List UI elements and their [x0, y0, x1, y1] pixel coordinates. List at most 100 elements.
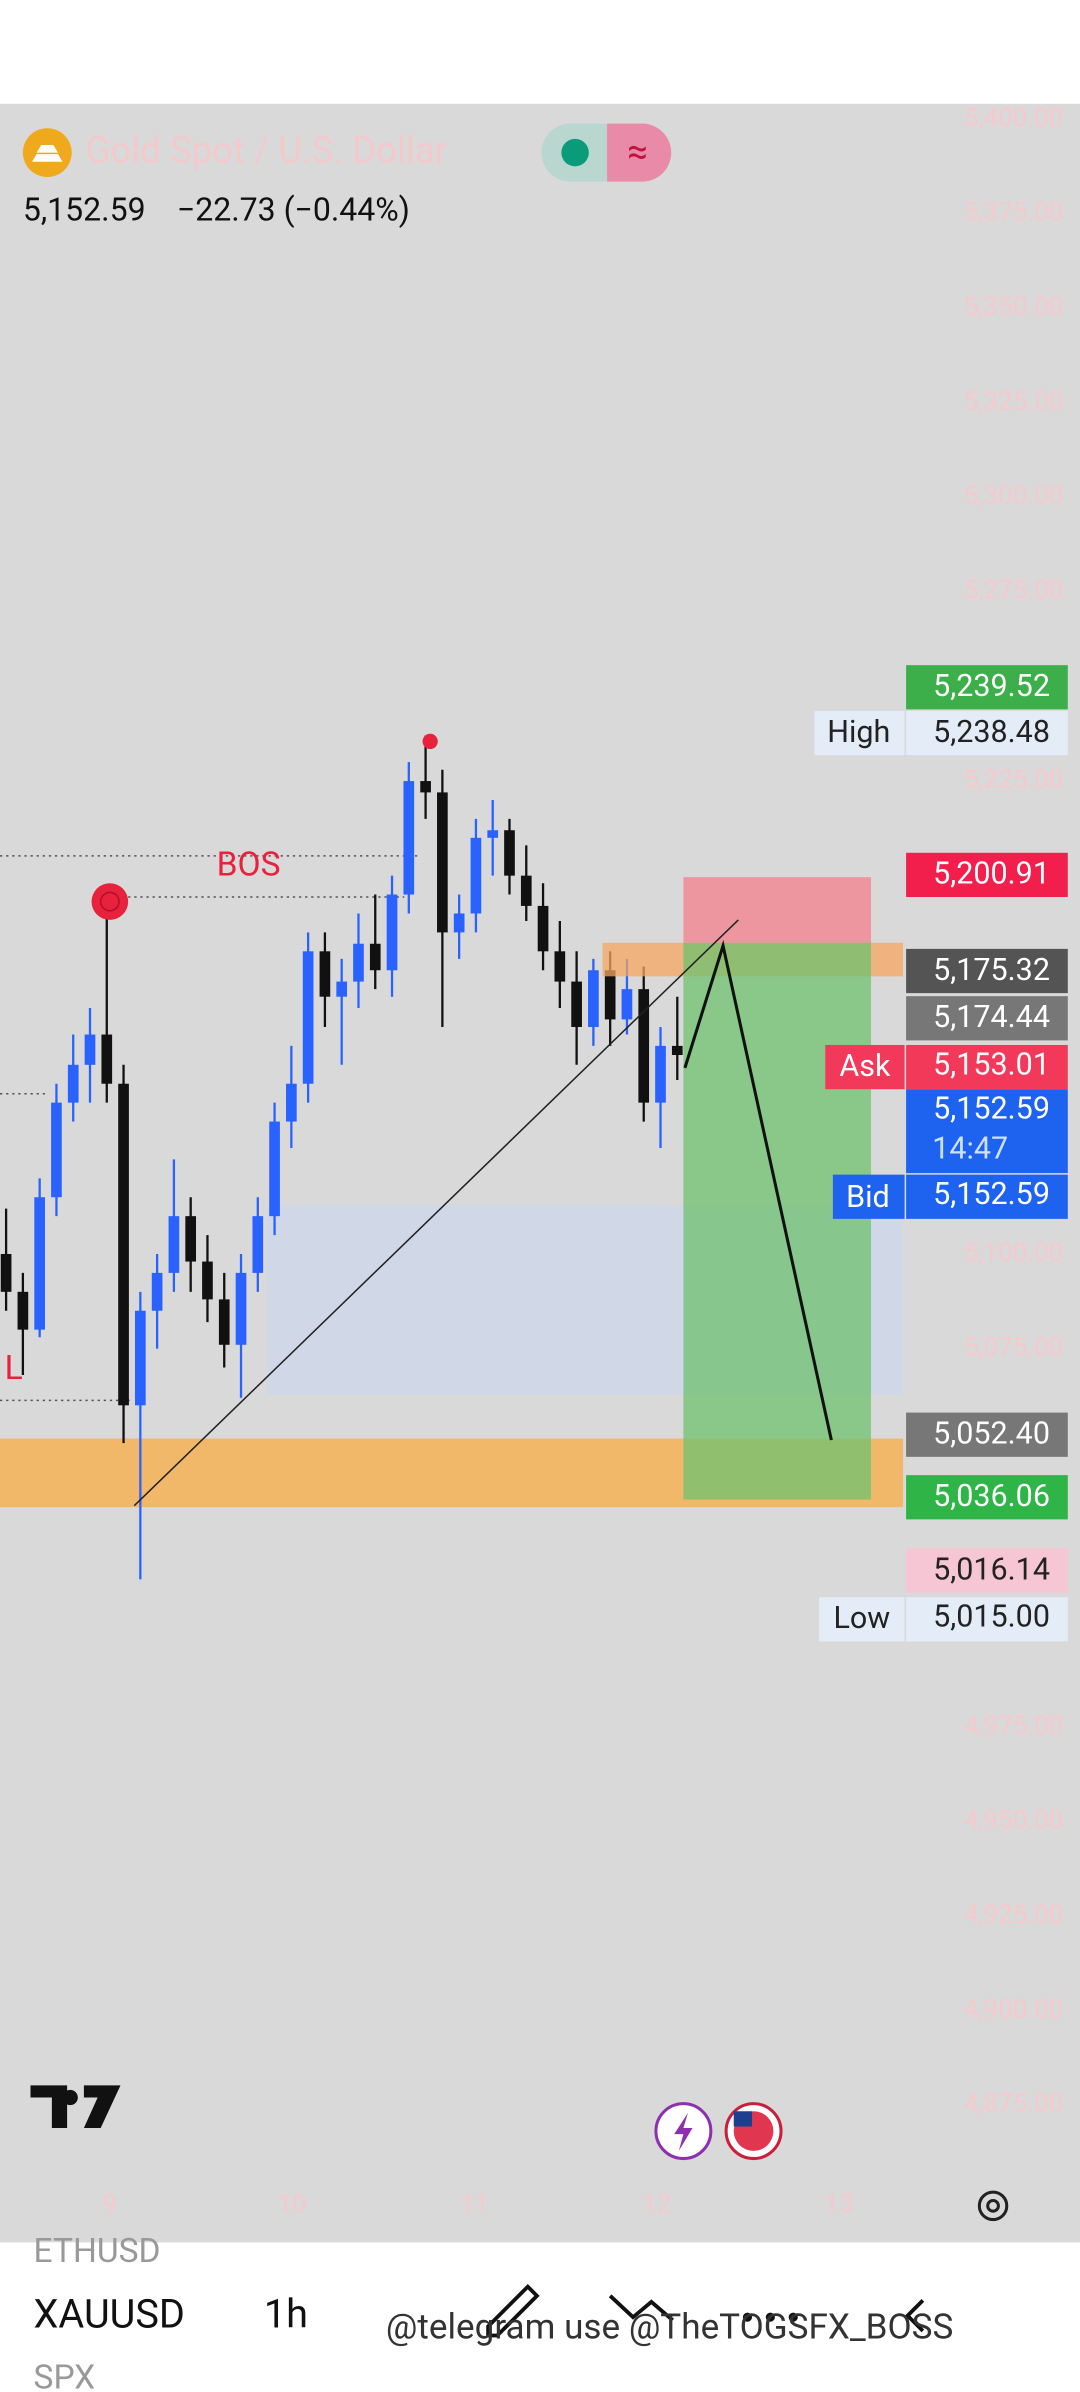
label-bg	[906, 1597, 1068, 1642]
candle-body	[0, 1253, 12, 1292]
y-tick-label: 5,400.00	[964, 103, 1063, 133]
bid-price: 5,152.59	[933, 1177, 1050, 1212]
label-bg	[825, 1044, 905, 1090]
price-label: 5,200.91	[933, 857, 1050, 892]
y-tick-label: 5,325.00	[964, 387, 1063, 417]
candle-body	[571, 981, 582, 1027]
candle-body	[302, 951, 314, 1084]
candle-body	[269, 1121, 280, 1217]
symbol-option[interactable]: SPX	[34, 2359, 96, 2392]
x-tick-label: 9	[103, 2190, 118, 2220]
status-pill-right[interactable]	[607, 123, 672, 182]
indicator-tool[interactable]	[608, 2294, 674, 2322]
bos-label: BOS	[217, 845, 281, 884]
back-button[interactable]	[904, 2299, 925, 2333]
label-bg	[906, 1412, 1068, 1457]
candle-body	[504, 830, 515, 876]
ask-tag: Ask	[839, 1049, 891, 1084]
candle-body	[470, 837, 482, 914]
candle-body	[101, 1034, 113, 1084]
label-bg	[906, 1044, 1068, 1090]
price-label: 5,239.52	[933, 669, 1050, 704]
y-tick-label: 4,925.00	[964, 1900, 1063, 1930]
price-labels: 5,239.52 High 5,238.48 5,200.91 5,175.32…	[814, 665, 1068, 1642]
bid-tag: Bid	[846, 1180, 890, 1215]
price-label: 5,016.14	[933, 1552, 1050, 1587]
label-bg	[906, 1089, 1068, 1174]
target-box	[683, 942, 872, 1500]
candle-body	[453, 913, 465, 933]
candle-body	[655, 1045, 666, 1103]
candle-body	[588, 970, 599, 1027]
candle-body	[420, 781, 431, 793]
interval-selector[interactable]: 1h	[264, 2291, 308, 2338]
price-label: 5,052.40	[933, 1417, 1050, 1452]
candle-body	[621, 989, 633, 1020]
candle-body	[604, 970, 616, 1020]
projection-path	[683, 939, 833, 1441]
more-dot	[765, 2312, 775, 2322]
price-label: 5,175.32	[933, 953, 1050, 988]
price-label: 5,174.44	[933, 1000, 1050, 1035]
label-bg	[906, 1548, 1068, 1593]
settings-icon-center	[986, 2198, 1000, 2213]
bos-point	[91, 883, 129, 920]
candle-body	[386, 894, 398, 971]
candle-body	[520, 875, 532, 906]
low-price: 5,015.00	[933, 1600, 1050, 1635]
candle-body	[437, 792, 448, 933]
candle-body	[17, 1291, 29, 1330]
settings-icon[interactable]	[977, 2190, 1009, 2222]
candle-body	[487, 830, 499, 838]
label-bg	[906, 996, 1068, 1041]
candle-body	[638, 989, 650, 1103]
y-tick-label: 5,100.00	[964, 1238, 1063, 1268]
y-tick-label: 5,300.00	[964, 481, 1063, 511]
candle-body	[118, 1083, 129, 1406]
label-bg	[906, 1475, 1068, 1520]
candle-body	[67, 1064, 79, 1103]
y-tick-label: 4,900.00	[964, 1995, 1063, 2025]
high-tag: High	[827, 715, 890, 750]
status-bar	[0, 0, 1080, 104]
high-price: 5,238.48	[933, 715, 1050, 750]
label-bg	[906, 665, 1068, 710]
y-tick-label: 5,275.00	[964, 576, 1063, 606]
candle-body	[403, 781, 415, 895]
bos-point-ring	[99, 891, 120, 912]
market-open-dot	[561, 138, 589, 167]
candle-body	[235, 1272, 247, 1345]
logo-glyph	[32, 144, 63, 162]
toolbar	[0, 2242, 1080, 2392]
more-dot	[788, 2312, 798, 2322]
more-dot[interactable]	[742, 2312, 753, 2322]
watermark: @telegram use @TheTOGSFX_BOSS	[386, 2306, 953, 2348]
candle-body	[286, 1083, 297, 1122]
candle-body	[151, 1272, 163, 1311]
candle-body	[319, 951, 331, 997]
draw-tool[interactable]	[486, 2283, 540, 2338]
candle-body	[185, 1216, 197, 1262]
candle-body	[369, 943, 381, 971]
candle-body	[336, 981, 348, 997]
trend-line	[133, 919, 739, 1507]
candle-body	[51, 1102, 62, 1198]
label-bg	[906, 1174, 1068, 1219]
flash-icon	[674, 2112, 693, 2151]
price-label: 5,036.06	[933, 1479, 1050, 1514]
price: 5,152.59	[23, 191, 146, 229]
x-tick-label: 13	[824, 2190, 853, 2220]
candle-body	[135, 1310, 146, 1406]
symbol-selector[interactable]: XAUUSD	[34, 2291, 185, 2338]
x-tick-label: 10	[278, 2190, 307, 2220]
price-change: −22.73 (−0.44%)	[177, 191, 410, 229]
tradingview-logo	[30, 2085, 121, 2129]
high-point	[422, 733, 438, 750]
candle-body	[34, 1197, 45, 1330]
label-bg	[832, 1174, 905, 1219]
x-tick-label: 11	[460, 2190, 489, 2220]
symbol-option[interactable]: ETHUSD	[34, 2232, 161, 2271]
y-tick-label: 4,975.00	[964, 1711, 1063, 1741]
